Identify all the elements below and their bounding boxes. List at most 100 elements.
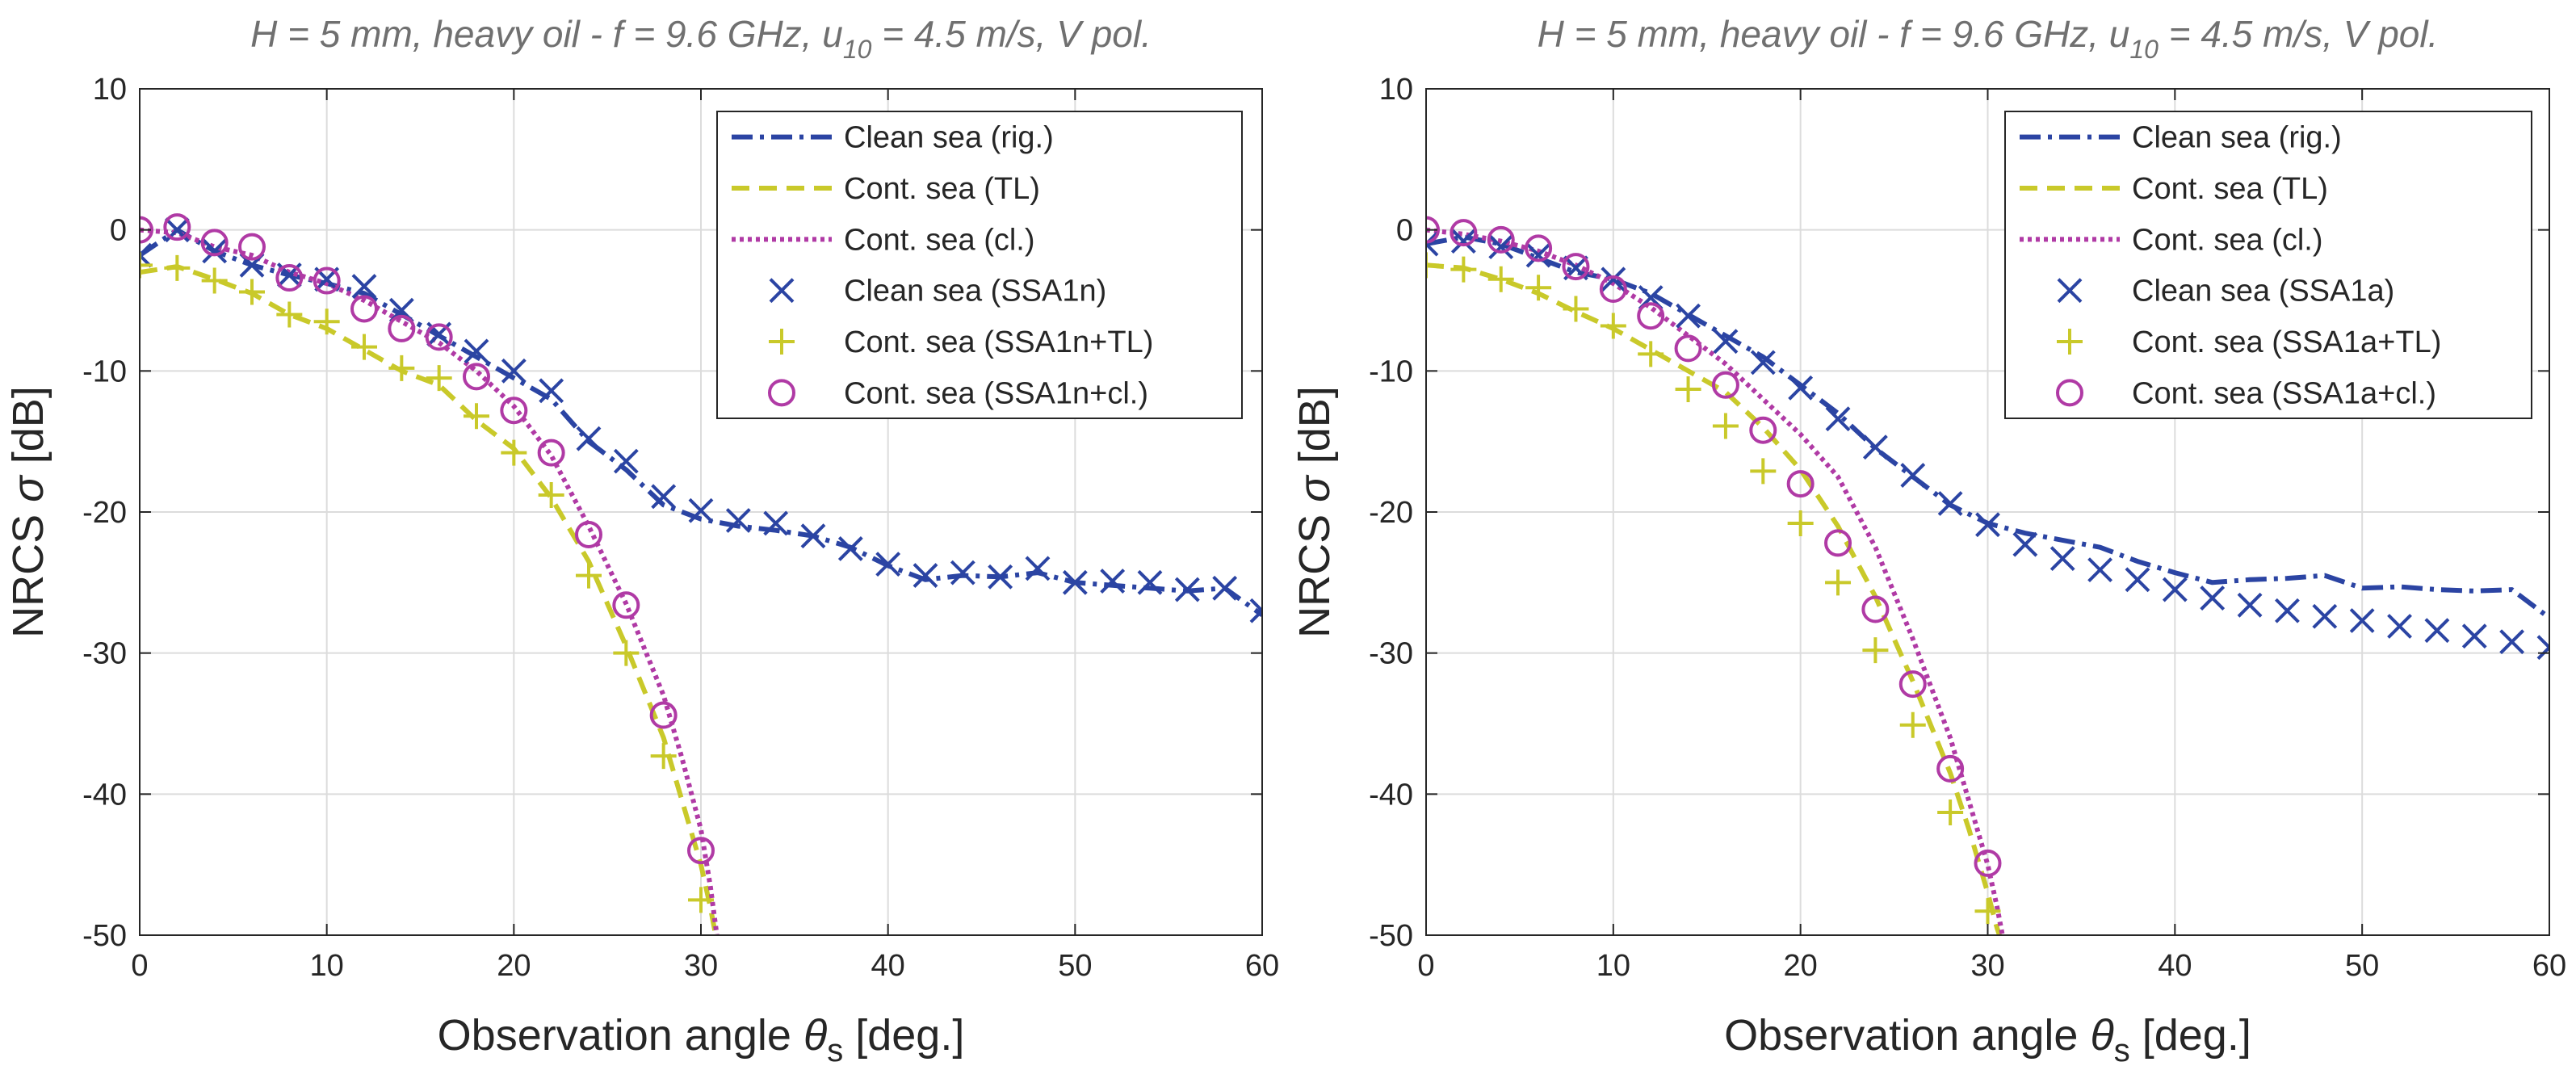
series-5-point bbox=[1750, 458, 1777, 485]
series-5-point bbox=[1426, 252, 1439, 279]
series-4-point bbox=[1212, 575, 1238, 601]
y-tick-label: -10 bbox=[1369, 355, 1413, 388]
series-6-point bbox=[1898, 670, 1927, 699]
series-5-point bbox=[276, 301, 303, 328]
series-5-point bbox=[351, 334, 377, 360]
y-tick-label: -50 bbox=[1369, 919, 1413, 953]
series-5-point bbox=[426, 365, 452, 392]
series-4-point bbox=[2387, 614, 2412, 639]
legend-label: Clean sea (rig.) bbox=[844, 121, 1054, 155]
legend-item-6: Cont. sea (SSA1a+cl.) bbox=[2056, 376, 2436, 410]
series-5-point bbox=[140, 252, 153, 279]
legend-label: Cont. sea (SSA1a+TL) bbox=[2132, 325, 2441, 359]
legend-label: Cont. sea (TL) bbox=[2132, 172, 2328, 206]
series-4-point bbox=[1975, 512, 2000, 538]
series-4-point bbox=[2012, 531, 2038, 557]
series-5-point bbox=[1974, 898, 2001, 925]
series-4-point bbox=[576, 426, 602, 451]
series-4-point bbox=[2049, 546, 2075, 572]
x-tick-label: 20 bbox=[497, 949, 531, 983]
y-axis-label: NRCS σ [dB] bbox=[4, 386, 52, 638]
y-tick-label: 0 bbox=[110, 214, 127, 248]
series-4-point bbox=[2499, 629, 2525, 655]
series-6-point bbox=[313, 267, 341, 295]
series-4-point bbox=[2087, 557, 2113, 583]
series-5-point bbox=[313, 308, 340, 335]
series-4-point bbox=[1825, 406, 1851, 432]
legend: Clean sea (rig.) Cont. sea (TL) Cont. sea … bbox=[716, 111, 1243, 419]
series-5-point bbox=[164, 254, 191, 281]
series-4-point bbox=[2461, 623, 2487, 649]
series-4-point bbox=[1788, 375, 1814, 401]
x-axis-label: Observation angle θs [deg.] bbox=[438, 1011, 965, 1068]
series-4-point bbox=[1249, 598, 1262, 623]
legend-item-2: Cont. sea (TL) bbox=[2020, 172, 2328, 206]
series-6-point bbox=[1637, 302, 1665, 330]
series-4-point bbox=[539, 378, 564, 404]
series-6-point bbox=[388, 314, 416, 342]
series-6-point bbox=[500, 397, 528, 425]
x-tick-label: 60 bbox=[1245, 949, 1279, 983]
x-axis-label-unit: [deg.] bbox=[2130, 1011, 2251, 1060]
series-5-point bbox=[1525, 275, 1552, 301]
x-tick-label: 60 bbox=[2532, 949, 2566, 983]
y-tick-label: -20 bbox=[1369, 496, 1413, 530]
series-4-point bbox=[875, 552, 901, 577]
y-tick-label: 0 bbox=[1396, 214, 1413, 248]
series-4-point bbox=[763, 510, 789, 536]
y-tick-label: -40 bbox=[82, 778, 127, 812]
series-4-point bbox=[1450, 229, 1476, 254]
series-6-point bbox=[575, 520, 602, 548]
series-6-point bbox=[1824, 529, 1852, 557]
series-6-point bbox=[1711, 371, 1739, 399]
chart-title-subscript: 10 bbox=[2129, 35, 2159, 64]
legend-label: Clean sea (SSA1n) bbox=[844, 275, 1106, 308]
legend-item-1: Clean sea (rig.) bbox=[2020, 121, 2342, 155]
series-4-point bbox=[2349, 608, 2375, 633]
series-4-point bbox=[2200, 585, 2226, 611]
series-4-point bbox=[651, 484, 677, 510]
series-5-point bbox=[201, 267, 228, 294]
series-5-point bbox=[576, 562, 602, 589]
series-6-point bbox=[350, 295, 378, 323]
legend-swatch bbox=[2057, 278, 2083, 304]
series-4-point bbox=[837, 535, 863, 561]
x-tick-label: 50 bbox=[1058, 949, 1092, 983]
series-5-point bbox=[1712, 413, 1739, 439]
y-tick-label: 10 bbox=[1379, 73, 1413, 107]
chart-title-subscript: 10 bbox=[843, 35, 872, 64]
series-6-point bbox=[1974, 849, 2002, 877]
y-axis-label: NRCS σ [dB] bbox=[1290, 386, 1339, 638]
series-5-point bbox=[650, 743, 677, 770]
series-4-point bbox=[202, 238, 228, 264]
series-6-point bbox=[1525, 234, 1553, 262]
series-6-point bbox=[275, 264, 304, 292]
y-tick-label: -50 bbox=[82, 919, 127, 953]
series-6-point bbox=[1426, 216, 1440, 244]
series-4-point bbox=[140, 242, 153, 268]
series-4-point bbox=[2125, 567, 2150, 593]
legend-label: Clean sea (SSA1a) bbox=[2132, 275, 2394, 308]
series-4-point bbox=[1025, 556, 1051, 581]
legend-label: Cont. sea (TL) bbox=[844, 172, 1040, 206]
series-4-point bbox=[950, 560, 975, 585]
x-tick-label: 20 bbox=[1784, 949, 1818, 983]
legend-item-4: Clean sea (SSA1n) bbox=[769, 275, 1106, 308]
series-4-point bbox=[1488, 234, 1514, 260]
y-axis-label-text: NRCS bbox=[1290, 502, 1339, 638]
series-5-point bbox=[501, 439, 527, 466]
x-axis-label-text: Observation angle bbox=[438, 1011, 803, 1060]
series-4-point bbox=[1937, 491, 1963, 516]
x-tick-label: 0 bbox=[1417, 949, 1434, 983]
series-5-markers bbox=[140, 252, 714, 913]
series-6-point bbox=[1936, 754, 1965, 783]
legend-item-4: Clean sea (SSA1a) bbox=[2057, 275, 2394, 308]
series-4-markers bbox=[1426, 229, 2549, 661]
x-tick-label: 40 bbox=[2158, 949, 2192, 983]
series-6-point bbox=[1562, 253, 1590, 281]
series-4-point bbox=[1601, 267, 1626, 292]
legend-label: Cont. sea (cl.) bbox=[2132, 223, 2323, 257]
legend-box bbox=[2004, 111, 2532, 419]
series-5-point bbox=[1937, 800, 1964, 826]
legend-swatch bbox=[769, 278, 795, 304]
